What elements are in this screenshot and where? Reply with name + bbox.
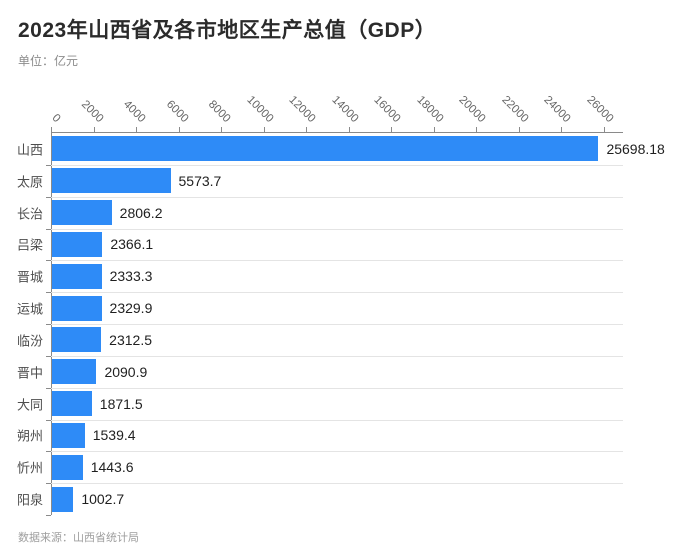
y-axis-tick (46, 515, 51, 516)
row-separator-line (51, 164, 623, 166)
y-axis-tick (46, 419, 51, 421)
x-axis-tick-label: 24000 (541, 93, 573, 125)
category-label: 忻州 (16, 460, 43, 476)
x-axis-tick-label: 16000 (371, 93, 403, 125)
x-axis-tick-label: 0 (49, 111, 63, 125)
x-axis-tick (306, 127, 308, 132)
x-axis-tick (476, 127, 478, 132)
x-axis-line (51, 132, 623, 133)
category-label: 山西 (16, 142, 43, 158)
y-axis-tick (46, 355, 51, 357)
x-axis-tick-label: 2000 (78, 98, 106, 125)
value-label: 2806.2 (119, 204, 163, 221)
x-axis-tick-label: 8000 (206, 98, 233, 125)
category-label: 朔州 (16, 428, 43, 444)
category-label: 阳泉 (16, 492, 43, 508)
bar (52, 136, 599, 162)
bar (52, 359, 97, 385)
value-label: 2333.3 (109, 268, 153, 285)
x-axis-tick (561, 127, 563, 132)
bar (52, 168, 171, 194)
x-axis-tick-label: 10000 (244, 93, 276, 125)
x-axis-tick (348, 127, 350, 132)
value-label: 1871.5 (99, 395, 143, 412)
x-axis-tick (51, 127, 52, 132)
row-separator-line (51, 419, 623, 421)
value-label: 2329.9 (109, 300, 153, 317)
row-separator-line (51, 355, 623, 357)
y-axis-line (51, 132, 52, 515)
category-label: 太原 (16, 174, 43, 190)
x-axis-tick (93, 127, 95, 132)
row-separator-line (51, 292, 623, 294)
x-axis-tick-label: 18000 (414, 93, 446, 125)
value-label: 2312.5 (109, 331, 152, 348)
value-label: 1002.7 (81, 491, 125, 508)
y-axis-tick (46, 483, 51, 485)
row-separator-line (51, 196, 623, 198)
x-axis-tick-label: 14000 (329, 93, 361, 125)
x-axis-tick (178, 127, 180, 132)
row-separator-line (51, 483, 623, 485)
value-label: 2090.9 (104, 363, 148, 380)
bar (52, 231, 103, 257)
x-axis-tick (136, 127, 138, 132)
y-axis-tick (46, 292, 51, 294)
x-axis-tick (603, 127, 605, 132)
y-axis-tick (46, 451, 51, 453)
value-label: 1539.4 (92, 427, 136, 444)
x-axis-tick-label: 12000 (286, 93, 318, 125)
category-label: 临汾 (16, 333, 43, 349)
row-separator-line (51, 324, 623, 325)
category-label: 运城 (16, 301, 43, 317)
x-axis-tick (221, 127, 223, 132)
x-axis-tick (263, 127, 265, 132)
x-axis-tick-label: 6000 (163, 98, 191, 125)
category-label: 吕梁 (16, 237, 43, 253)
category-label: 晋中 (16, 365, 43, 381)
row-separator-line (51, 451, 623, 453)
y-axis-tick (46, 228, 51, 230)
x-axis-tick (433, 127, 435, 132)
y-axis-tick (46, 260, 51, 262)
bar (52, 391, 92, 417)
bar (52, 295, 102, 321)
y-axis-tick (46, 387, 51, 389)
value-label: 1443.6 (90, 459, 134, 476)
bar (52, 200, 112, 226)
y-axis-tick (46, 164, 51, 166)
data-source-note: 数据来源：山西省统计局 (18, 532, 139, 544)
row-separator-line (51, 260, 623, 262)
x-axis-tick-label: 4000 (120, 98, 148, 125)
value-label: 2366.1 (110, 236, 154, 253)
y-axis-tick (46, 196, 51, 198)
row-separator-line (51, 228, 623, 230)
row-separator-line (51, 387, 623, 389)
x-axis-tick-label: 22000 (499, 93, 531, 125)
category-label: 大同 (16, 397, 43, 413)
value-label: 25698.18 (606, 140, 665, 157)
bar (52, 263, 102, 289)
category-label: 长治 (16, 206, 43, 222)
bar (52, 327, 102, 353)
y-axis-tick (46, 324, 51, 325)
bar (52, 422, 85, 448)
x-axis-tick-label: 20000 (456, 93, 488, 125)
category-label: 晋城 (16, 269, 43, 285)
bar (52, 454, 83, 480)
x-axis-tick (391, 127, 393, 132)
chart-title: 2023年山西省及各市地区生产总值（GDP） (18, 19, 437, 42)
x-axis-tick (518, 127, 520, 132)
x-axis-tick-label: 26000 (584, 93, 616, 125)
chart-unit-label: 单位：亿元 (18, 54, 79, 68)
value-label: 5573.7 (178, 172, 222, 189)
bar (52, 486, 74, 512)
